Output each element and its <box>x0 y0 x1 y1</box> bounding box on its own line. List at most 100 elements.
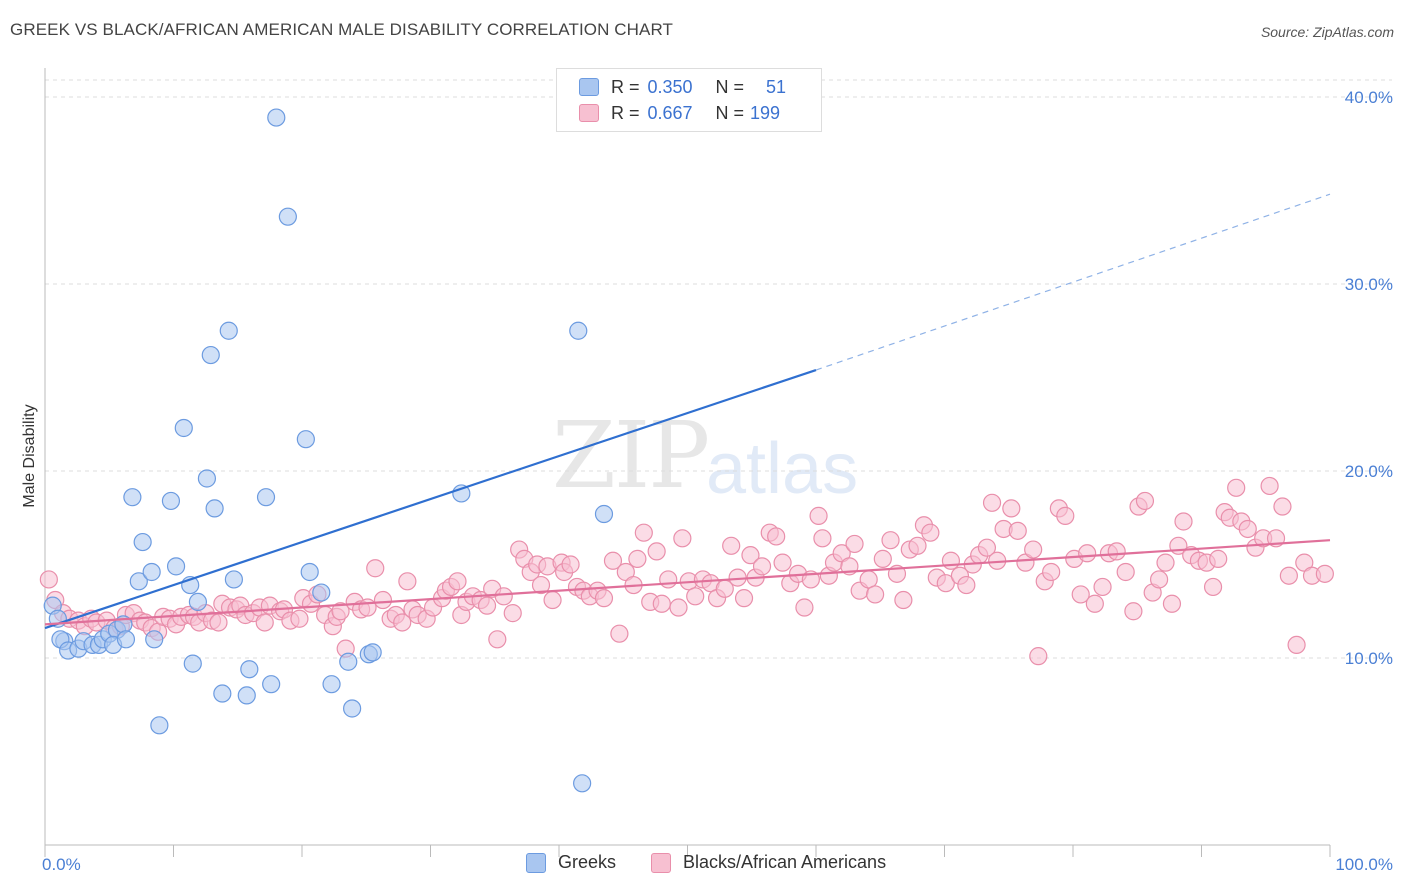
point-blacks <box>1078 544 1097 563</box>
r-value: 0.350 <box>647 76 693 97</box>
point-greeks <box>240 660 259 679</box>
point-blacks <box>669 598 688 617</box>
point-greeks <box>161 491 181 511</box>
point-blacks <box>448 572 467 591</box>
point-greeks <box>123 488 142 507</box>
point-blacks <box>1107 542 1126 561</box>
point-blacks <box>366 559 385 578</box>
point-blacks <box>494 587 513 606</box>
point-blacks <box>894 590 913 610</box>
point-greeks <box>312 583 331 602</box>
point-blacks <box>1287 635 1306 655</box>
axis-labels: 10.0% 20.0% 30.0% 40.0% 0.0% 100.0% Male Disab… <box>21 88 1393 874</box>
point-greeks <box>262 675 281 694</box>
trend-lines <box>44 193 1331 630</box>
n-label: N = <box>715 76 745 97</box>
point-greeks <box>174 418 193 438</box>
legend-item-greeks[interactable]: Greeks <box>526 852 616 873</box>
point-greeks <box>339 652 358 671</box>
point-blacks <box>722 536 741 555</box>
point-blacks <box>1209 549 1228 568</box>
point-blacks <box>957 575 976 595</box>
point-blacks <box>1024 540 1043 559</box>
point-greeks <box>116 630 136 649</box>
point-blacks <box>813 529 832 548</box>
point-blacks <box>1116 562 1135 582</box>
point-greeks <box>363 643 382 662</box>
point-blacks <box>1029 647 1048 666</box>
point-blacks <box>503 604 522 623</box>
legend-label-greeks: Greeks <box>558 852 617 872</box>
point-blacks <box>936 574 955 593</box>
legend-label-blacks: Blacks/African Americans <box>683 852 887 872</box>
point-blacks <box>358 598 377 617</box>
n-label: N = <box>715 102 745 123</box>
point-blacks <box>603 551 623 570</box>
n-value: 51 <box>766 76 787 97</box>
point-blacks <box>561 555 580 574</box>
trend-line-greeks <box>44 368 817 630</box>
point-blacks <box>1085 594 1104 613</box>
watermark-zip: ZIP <box>552 402 710 509</box>
y-tick-label: 40.0% <box>1345 88 1393 107</box>
point-blacks <box>290 609 309 628</box>
point-blacks <box>752 557 772 576</box>
n-value: 199 <box>750 102 781 123</box>
point-greeks <box>237 686 256 705</box>
point-blacks <box>488 630 507 649</box>
point-greeks <box>129 572 148 591</box>
blacks-swatch <box>651 852 671 873</box>
x-tick-label: 100.0% <box>1335 855 1393 874</box>
point-blacks <box>1162 594 1182 613</box>
point-greeks <box>205 499 224 518</box>
point-greeks <box>188 592 208 612</box>
point-blacks <box>866 585 885 604</box>
point-blacks <box>393 613 412 632</box>
point-blacks <box>921 523 940 542</box>
point-blacks <box>610 624 629 643</box>
point-greeks <box>278 207 297 226</box>
point-greeks <box>267 108 286 127</box>
data-points <box>39 108 1334 793</box>
point-greeks <box>322 675 341 694</box>
point-blacks <box>331 602 350 621</box>
point-blacks <box>977 538 997 557</box>
blacks-swatch <box>579 104 599 122</box>
point-greeks <box>197 469 217 488</box>
point-greeks <box>573 774 592 793</box>
point-blacks <box>673 529 692 548</box>
point-greeks <box>145 630 164 649</box>
point-blacks <box>1124 602 1143 621</box>
point-blacks <box>1238 519 1257 539</box>
point-greeks <box>150 716 169 735</box>
point-blacks <box>1008 521 1027 540</box>
point-blacks <box>1260 476 1279 496</box>
point-blacks <box>543 590 562 610</box>
point-blacks <box>686 587 705 606</box>
point-greeks <box>569 321 588 340</box>
point-blacks <box>908 536 927 555</box>
point-greeks <box>343 699 362 718</box>
point-greeks <box>142 562 161 582</box>
point-blacks <box>845 534 864 554</box>
greeks-swatch <box>579 78 599 96</box>
trend-line-blacks <box>44 539 1331 626</box>
point-blacks <box>652 594 671 613</box>
r-label: R = <box>611 76 640 97</box>
point-blacks <box>1279 566 1298 585</box>
point-greeks <box>213 684 232 703</box>
point-blacks <box>1203 577 1223 597</box>
point-blacks <box>941 551 961 570</box>
point-blacks <box>795 598 814 617</box>
y-tick-label: 10.0% <box>1345 649 1393 668</box>
point-blacks <box>373 590 393 610</box>
y-tick-label: 20.0% <box>1345 462 1393 481</box>
point-blacks <box>773 553 792 572</box>
x-tick-label: 0.0% <box>42 855 81 874</box>
point-greeks <box>219 321 238 340</box>
legend-item-blacks[interactable]: Blacks/African Americans <box>651 852 886 873</box>
point-blacks <box>767 527 786 546</box>
point-blacks <box>1042 562 1061 582</box>
trend-line-greeks-extension <box>815 193 1331 371</box>
